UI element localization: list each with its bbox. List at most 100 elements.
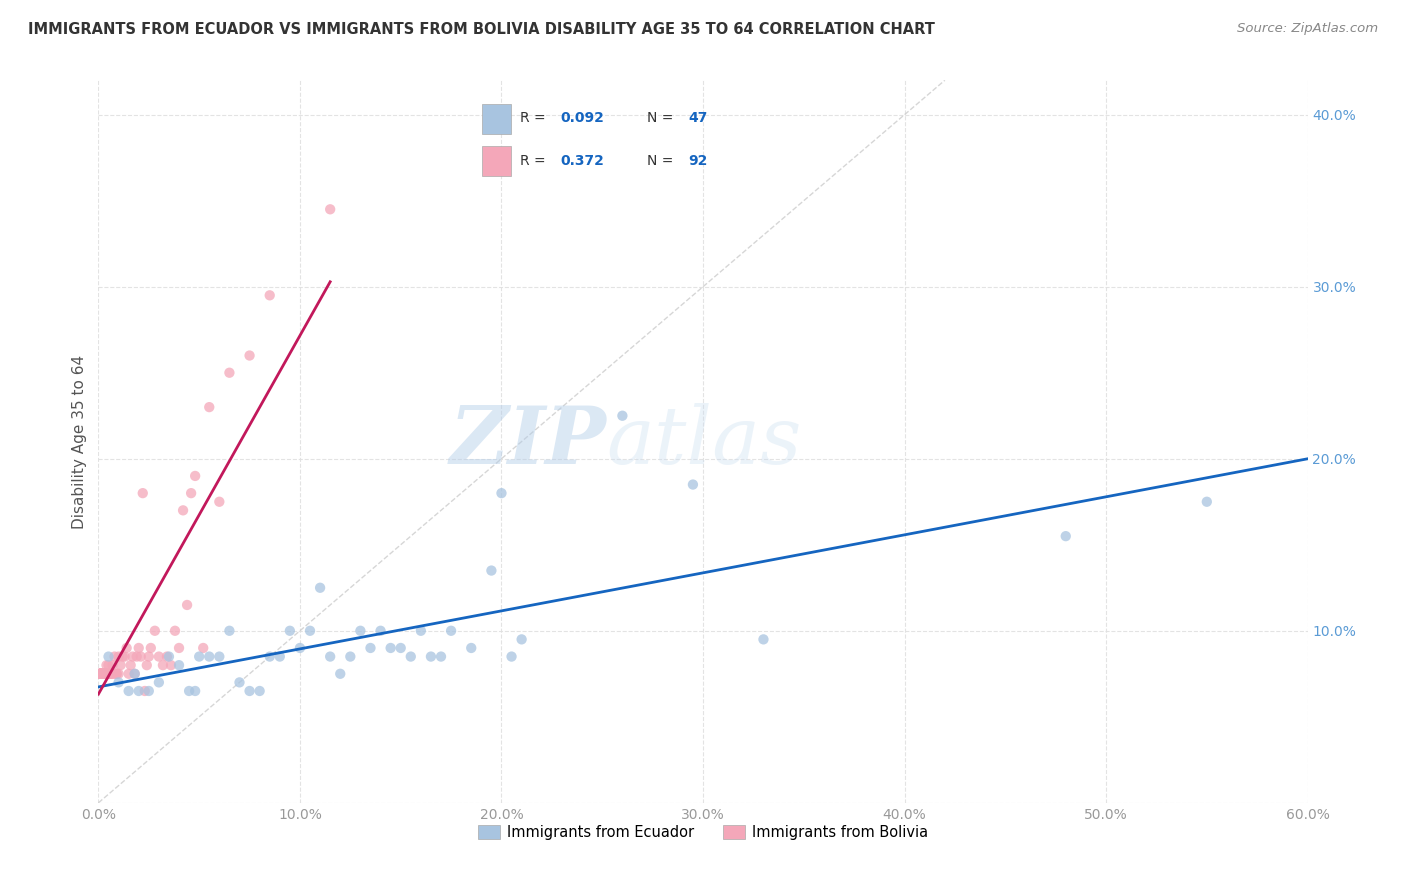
Point <box>89 666 111 681</box>
Point <box>100 666 122 681</box>
Point <box>612 409 634 423</box>
Point <box>239 349 262 363</box>
Point <box>89 666 111 681</box>
Point <box>682 477 704 491</box>
Point <box>93 666 115 681</box>
Point <box>101 666 124 681</box>
Point <box>101 658 124 673</box>
Point <box>93 666 115 681</box>
Point <box>89 666 111 681</box>
Point <box>124 666 146 681</box>
Point <box>89 666 111 681</box>
Point <box>89 666 111 681</box>
Point <box>193 640 215 655</box>
Point <box>89 666 111 681</box>
Point <box>97 658 120 673</box>
Point <box>89 666 111 681</box>
Point <box>118 666 141 681</box>
Point <box>91 666 114 681</box>
Point <box>1054 529 1077 543</box>
Point <box>91 666 114 681</box>
Point <box>139 640 162 655</box>
Point <box>198 400 221 414</box>
Point <box>107 666 129 681</box>
Point <box>259 649 281 664</box>
Point <box>103 666 125 681</box>
Point <box>180 486 202 500</box>
Point <box>96 666 118 681</box>
Point <box>329 666 352 681</box>
Point <box>360 640 382 655</box>
Point <box>96 666 118 681</box>
Point <box>89 666 111 681</box>
Point <box>89 666 111 681</box>
Point <box>114 649 136 664</box>
Point <box>138 684 160 698</box>
Point <box>176 598 198 612</box>
Point <box>91 666 114 681</box>
Point <box>148 675 170 690</box>
Point <box>97 666 120 681</box>
Point <box>118 684 141 698</box>
Point <box>218 366 240 380</box>
Point <box>491 486 513 500</box>
Point <box>167 658 190 673</box>
Point <box>288 640 311 655</box>
Point <box>409 624 432 638</box>
Point <box>269 649 291 664</box>
Point <box>115 640 138 655</box>
Point <box>278 624 301 638</box>
Point <box>380 640 402 655</box>
Point <box>107 649 129 664</box>
Point <box>319 649 342 664</box>
Point <box>339 649 361 664</box>
Point <box>510 632 533 647</box>
Point <box>481 564 503 578</box>
Legend: Immigrants from Ecuador, Immigrants from Bolivia: Immigrants from Ecuador, Immigrants from… <box>472 820 934 847</box>
Point <box>128 640 150 655</box>
Point <box>184 684 207 698</box>
Point <box>89 666 111 681</box>
Text: Source: ZipAtlas.com: Source: ZipAtlas.com <box>1237 22 1378 36</box>
Point <box>239 684 262 698</box>
Point <box>319 202 342 217</box>
Point <box>124 666 146 681</box>
Point <box>1195 494 1218 508</box>
Point <box>111 649 134 664</box>
Point <box>501 649 523 664</box>
Point <box>208 494 231 508</box>
Point <box>89 666 111 681</box>
Point <box>105 666 128 681</box>
Point <box>91 666 114 681</box>
Point <box>440 624 463 638</box>
Point <box>299 624 322 638</box>
Point <box>89 666 111 681</box>
Point <box>93 666 115 681</box>
Point <box>89 666 111 681</box>
Point <box>460 640 482 655</box>
Point <box>91 666 114 681</box>
Point <box>89 666 111 681</box>
Point <box>143 624 166 638</box>
Point <box>120 658 142 673</box>
Point <box>89 666 111 681</box>
Point <box>188 649 211 664</box>
Point <box>89 666 111 681</box>
Point <box>167 640 190 655</box>
Point <box>172 503 194 517</box>
Point <box>430 649 453 664</box>
Point <box>100 666 122 681</box>
Point <box>138 649 160 664</box>
Point <box>110 658 132 673</box>
Point <box>89 666 111 681</box>
Text: ZIP: ZIP <box>450 403 606 480</box>
Point <box>107 675 129 690</box>
Point <box>135 658 157 673</box>
Point <box>105 666 128 681</box>
Point <box>121 649 143 664</box>
Point <box>157 649 180 664</box>
Point <box>184 469 207 483</box>
Point <box>103 649 125 664</box>
Point <box>89 666 111 681</box>
Point <box>349 624 371 638</box>
